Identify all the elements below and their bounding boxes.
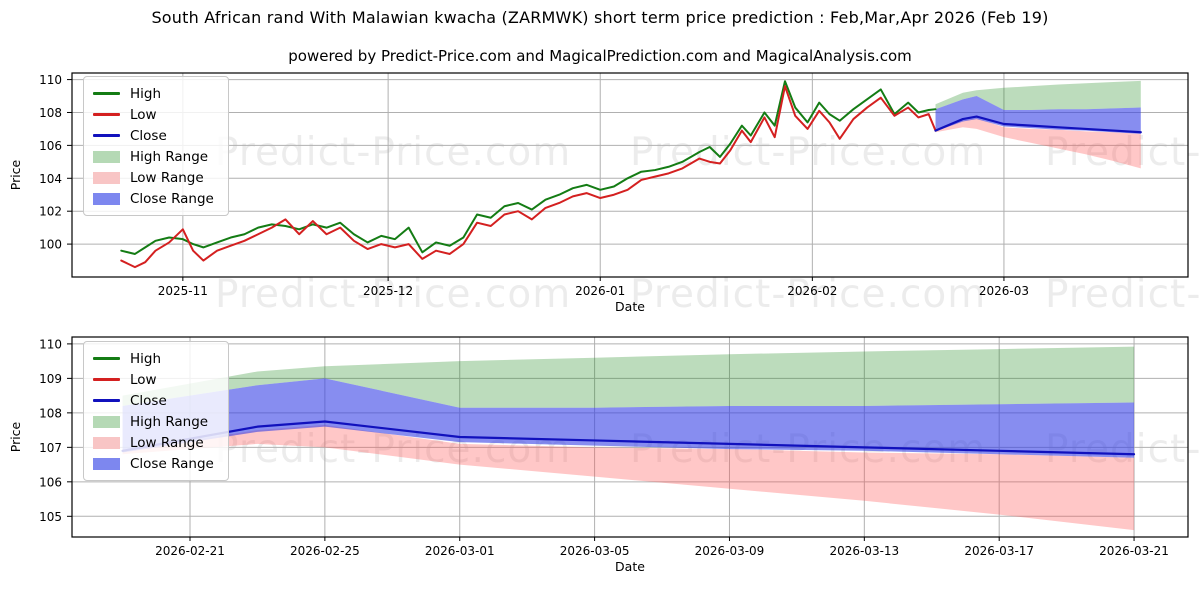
x-tick-label: 2026-03-21 — [1099, 544, 1169, 558]
legend-item-close-range: Close Range — [93, 453, 214, 474]
x-tick-label: 2026-03-09 — [695, 544, 765, 558]
close-range-band — [935, 96, 1141, 134]
legend-label: High — [130, 350, 162, 367]
y-tick-label: 102 — [39, 205, 62, 219]
legend-item-low-range: Low Range — [93, 432, 214, 453]
close-line — [934, 115, 1142, 134]
legend-item-low: Low — [93, 369, 214, 390]
legend-label: Close Range — [130, 190, 214, 207]
legend-label: Low Range — [130, 169, 204, 186]
plot-border — [71, 336, 1189, 538]
y-tick-label: 104 — [39, 172, 62, 186]
page-title: South African rand With Malawian kwacha … — [151, 8, 1049, 27]
low-range-band — [122, 424, 1135, 531]
legend-item-low-range: Low Range — [93, 167, 214, 188]
y-tick-label: 110 — [39, 73, 62, 87]
y-tick-label: 100 — [39, 238, 62, 252]
y-tick-label: 109 — [39, 372, 62, 386]
x-tick-label: 2026-02-21 — [155, 544, 225, 558]
watermark-text: Predict-Price.com — [1045, 130, 1200, 175]
legend-swatch-high-range — [93, 150, 120, 163]
high-range-band — [935, 80, 1141, 111]
close-range-band — [122, 378, 1135, 458]
watermark-text: Predict-Price.com — [1045, 272, 1200, 317]
legend-item-close: Close — [93, 390, 214, 411]
legend-swatch-close-range — [93, 457, 120, 470]
y-tick-label: 106 — [39, 139, 62, 153]
y-axis-label: Price — [8, 421, 23, 452]
legend-swatch-low-range — [93, 171, 120, 184]
watermark-text: Predict-Price.com — [630, 272, 987, 317]
legend-swatch-low — [93, 113, 120, 116]
bottom-chart-legend: High Low Close High Range Low Range Close Ran… — [83, 341, 229, 481]
legend-label: Low — [130, 106, 157, 123]
x-tick-label: 2026-03-05 — [560, 544, 630, 558]
legend-label: Low — [130, 371, 157, 388]
high-range-band — [122, 346, 1135, 408]
x-tick-label: 2026-03-01 — [425, 544, 495, 558]
y-tick-label: 107 — [39, 441, 62, 455]
legend-swatch-low — [93, 378, 120, 381]
legend-label: High Range — [130, 413, 209, 430]
x-tick-label: 2026-03-13 — [829, 544, 899, 558]
y-tick-label: 106 — [39, 475, 62, 489]
page-subtitle: powered by Predict-Price.com and Magical… — [288, 47, 912, 65]
legend-item-close: Close — [93, 125, 214, 146]
y-tick-label: 105 — [39, 510, 62, 524]
x-tick-label: 2026-03-17 — [964, 544, 1034, 558]
x-tick-label: 2026-02 — [787, 284, 837, 298]
legend-swatch-close — [93, 134, 120, 137]
legend-swatch-close-range — [93, 192, 120, 205]
y-tick-label: 110 — [39, 337, 62, 351]
legend-swatch-high — [93, 92, 120, 95]
watermark-text: Predict-Price.com — [630, 130, 987, 175]
x-tick-label: 2026-01 — [575, 284, 625, 298]
legend-label: High Range — [130, 148, 209, 165]
legend-item-close-range: Close Range — [93, 188, 214, 209]
legend-item-high-range: High Range — [93, 146, 214, 167]
legend-item-high: High — [93, 83, 214, 104]
legend-swatch-high — [93, 357, 120, 360]
watermark-text: Predict-Price.com — [215, 130, 572, 175]
legend-label: Low Range — [130, 434, 204, 451]
low-range-band — [935, 118, 1141, 169]
low-line — [120, 85, 937, 269]
x-tick-label: 2025-12 — [363, 284, 413, 298]
legend-swatch-low-range — [93, 436, 120, 449]
y-axis-label: Price — [8, 159, 23, 190]
legend-label: Close — [130, 392, 167, 409]
y-tick-label: 108 — [39, 406, 62, 420]
legend-swatch-close — [93, 399, 120, 402]
legend-label: Close Range — [130, 455, 214, 472]
y-tick-label: 108 — [39, 106, 62, 120]
top-chart-legend: High Low Close High Range Low Range Close Ran… — [83, 76, 229, 216]
x-tick-label: 2026-02-25 — [290, 544, 360, 558]
x-axis-label: Date — [615, 559, 645, 574]
watermark-text: Predict-Price.com — [215, 272, 572, 317]
plot-border — [71, 72, 1189, 278]
high-line — [120, 80, 937, 255]
legend-label: High — [130, 85, 162, 102]
x-tick-label: 2026-03 — [979, 284, 1029, 298]
close-line — [121, 420, 1136, 456]
legend-swatch-high-range — [93, 415, 120, 428]
legend-label: Close — [130, 127, 167, 144]
legend-item-low: Low — [93, 104, 214, 125]
legend-item-high: High — [93, 348, 214, 369]
x-tick-label: 2025-11 — [158, 284, 208, 298]
x-axis-label: Date — [615, 299, 645, 314]
legend-item-high-range: High Range — [93, 411, 214, 432]
